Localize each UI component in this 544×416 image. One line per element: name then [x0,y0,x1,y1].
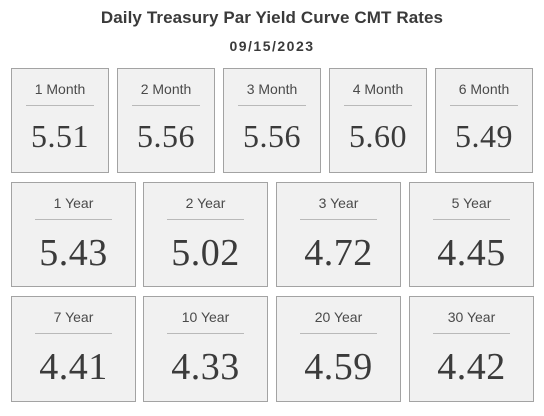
rate-card-value: 5.60 [349,118,407,154]
rate-card-value: 4.33 [171,346,240,388]
rate-card-value: 5.49 [455,118,513,154]
rate-card-label: 2 Year [185,195,226,211]
rate-card-label: 5 Year [451,195,492,211]
rate-card-6-month: 6 Month 5.49 [435,68,533,173]
rate-card-label: 3 Year [318,195,359,211]
rate-card-2-month: 2 Month 5.56 [117,68,215,173]
rate-card-divider [26,105,94,106]
rate-card-20-year: 20 Year 4.59 [276,296,401,402]
rate-card-divider [167,219,244,220]
rate-card-label: 1 Month [34,81,86,97]
rate-card-1-month: 1 Month 5.51 [11,68,109,173]
rate-card-divider [132,105,200,106]
rate-card-value: 4.72 [304,232,373,274]
rate-card-value: 4.41 [39,346,108,388]
rate-card-label: 1 Year [53,195,94,211]
rate-card-divider [433,219,510,220]
rate-card-label: 10 Year [181,309,230,325]
rate-card-label: 30 Year [447,309,496,325]
rate-card-divider [344,105,412,106]
rate-card-30-year: 30 Year 4.42 [409,296,534,402]
rate-card-7-year: 7 Year 4.41 [11,296,136,402]
rate-card-divider [450,105,518,106]
rate-card-value: 5.56 [243,118,301,154]
rate-card-value: 4.42 [437,346,506,388]
rate-card-divider [35,333,112,334]
page-title: Daily Treasury Par Yield Curve CMT Rates [100,8,444,27]
rate-card-value: 5.43 [39,232,108,274]
rate-card-4-month: 4 Month 5.60 [329,68,427,173]
rate-card-value: 5.51 [31,118,89,154]
rate-card-label: 4 Month [352,81,404,97]
rate-card-divider [238,105,306,106]
rate-card-value: 5.56 [137,118,195,154]
rate-card-divider [300,219,377,220]
rate-card-3-year: 3 Year 4.72 [276,182,401,287]
rate-card-5-year: 5 Year 4.45 [409,182,534,287]
rate-card-value: 4.45 [437,232,506,274]
rate-card-10-year: 10 Year 4.33 [143,296,268,402]
rate-card-2-year: 2 Year 5.02 [143,182,268,287]
rate-card-1-year: 1 Year 5.43 [11,182,136,287]
rate-card-divider [35,219,112,220]
rate-card-label: 6 Month [458,81,510,97]
page-date: 09/15/2023 [229,38,315,54]
rate-card-label: 7 Year [53,309,94,325]
rate-card-value: 5.02 [171,232,240,274]
rate-card-divider [167,333,244,334]
rate-card-divider [300,333,377,334]
rate-card-label: 3 Month [246,81,298,97]
rate-card-value: 4.59 [304,346,373,388]
rate-card-label: 20 Year [314,309,363,325]
rate-card-label: 2 Month [140,81,192,97]
rate-card-3-month: 3 Month 5.56 [223,68,321,173]
rate-card-divider [433,333,510,334]
